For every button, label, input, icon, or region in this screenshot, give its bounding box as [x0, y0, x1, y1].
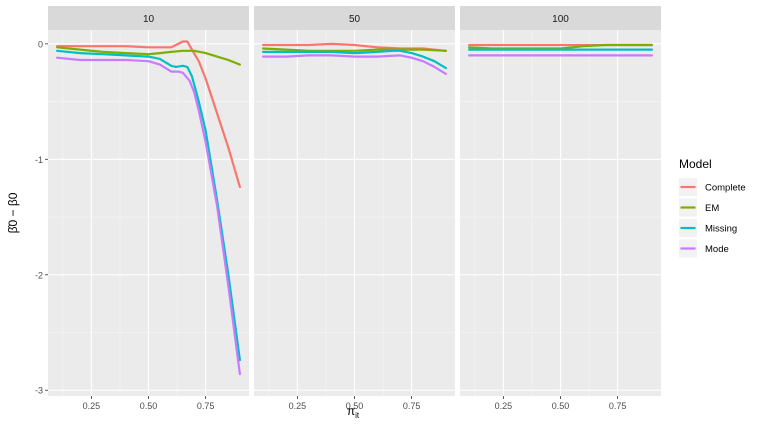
x-tick-label: 0.50 [552, 401, 570, 411]
y-tick-label: -3 [35, 386, 43, 396]
legend-label-missing: Missing [705, 224, 737, 235]
facet-panel-50: 50 0.25 0.50 0.75 [254, 6, 455, 411]
x-axis-title-base: π [347, 404, 355, 418]
y-tick-label: -1 [35, 155, 43, 165]
series-line-missing [262, 49, 447, 70]
y-axis-title: β̂0 − β0 [6, 192, 20, 233]
x-tick-label: 0.25 [495, 401, 513, 411]
facet-panel-100: 100 0.25 0.50 0.75 [460, 6, 661, 411]
x-tick-label: 0.75 [403, 401, 421, 411]
facet-panel-10: 10 0.25 0.50 0.75 [48, 6, 249, 411]
x-tick-label: 0.25 [289, 401, 307, 411]
y-tick-label: -2 [35, 270, 43, 280]
facet-strip-label: 50 [349, 14, 361, 25]
series-line-missing [55, 49, 241, 362]
facet-strip-label: 100 [552, 14, 569, 25]
x-axis-title: πit [347, 404, 360, 420]
series-line-mode [262, 54, 447, 76]
legend-label-complete: Complete [705, 183, 746, 194]
series-line-complete [55, 40, 241, 189]
facet-strip [254, 6, 455, 30]
legend-title: Model [679, 157, 712, 171]
x-tick-label: 0.50 [346, 401, 364, 411]
legend-label-mode: Mode [705, 244, 729, 255]
x-tick-label: 0.25 [83, 401, 101, 411]
x-tick-label: 0.75 [197, 401, 215, 411]
legend: Model Complete EM Missing Mode [679, 157, 746, 258]
facet-strip [460, 6, 661, 30]
x-axis-title-subscript: it [355, 411, 360, 420]
facet-strip [48, 6, 249, 30]
series-line-em [262, 47, 447, 52]
facet-strip-label: 10 [143, 14, 155, 25]
x-tick-label: 0.50 [140, 401, 158, 411]
legend-label-em: EM [705, 203, 719, 214]
series-line-mode [55, 56, 241, 376]
y-tick-label: 0 [38, 39, 43, 49]
x-tick-label: 0.75 [609, 401, 627, 411]
series-line-em [55, 46, 241, 66]
